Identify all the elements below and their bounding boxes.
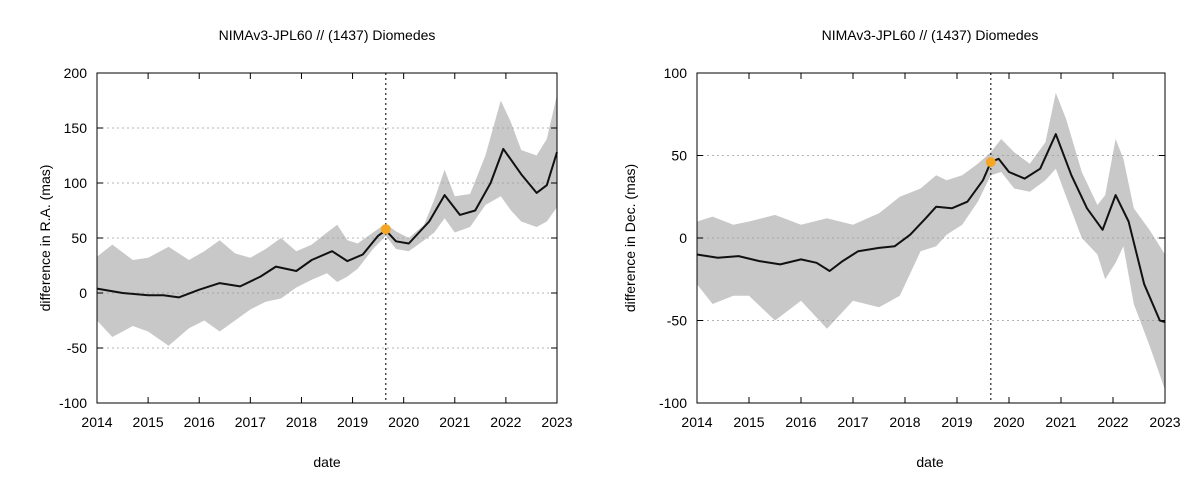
ra-plot-frame <box>96 72 558 404</box>
ra-marker-point <box>380 224 391 235</box>
dec-y-tick-label: 0 <box>679 230 687 246</box>
dec-plot-frame <box>696 72 1166 404</box>
dec-x-tick-label: 2022 <box>1097 414 1128 430</box>
ra-difference-line <box>96 147 558 299</box>
ra-difference-panel: NIMAv3-JPL60 // (1437) Diomedes date dif… <box>37 27 573 470</box>
dec-difference-line <box>696 133 1166 324</box>
dec-y-tick-label: -50 <box>667 313 687 329</box>
dec-x-tick-label: 2015 <box>733 414 764 430</box>
dec-y-tick-label: -100 <box>659 395 687 411</box>
ra-x-tick-label: 2020 <box>388 414 419 430</box>
ra-y-tick-label: -50 <box>67 340 87 356</box>
ra-y-tick-label: -100 <box>59 395 87 411</box>
ra-y-tick-label: 100 <box>64 175 88 191</box>
ra-y-axis-label: difference in R.A. (mas) <box>37 165 53 312</box>
dec-x-tick-label: 2021 <box>1045 414 1076 430</box>
dec-uncertainty-band <box>697 92 1165 390</box>
dec-x-tick-label: 2017 <box>837 414 868 430</box>
ra-x-tick-label: 2018 <box>286 414 317 430</box>
dec-x-tick-label: 2020 <box>993 414 1024 430</box>
ra-y-tick-label: 150 <box>64 120 88 136</box>
ra-x-axis-label: date <box>313 454 340 470</box>
ra-x-tick-label: 2016 <box>184 414 215 430</box>
dec-x-tick-label: 2019 <box>941 414 972 430</box>
ra-y-tick-label: 200 <box>64 65 88 81</box>
ra-x-tick-label: 2022 <box>490 414 521 430</box>
ra-x-tick-label: 2017 <box>235 414 266 430</box>
dec-x-tick-label: 2018 <box>889 414 920 430</box>
ra-x-tick-label: 2021 <box>439 414 470 430</box>
dec-y-tick-label: 50 <box>671 148 687 164</box>
ra-y-tick-label: 50 <box>71 230 87 246</box>
dec-x-tick-label: 2016 <box>785 414 816 430</box>
ra-x-tick-label: 2023 <box>541 414 572 430</box>
dec-y-axis-label: difference in Dec. (mas) <box>622 164 638 312</box>
ra-y-tick-label: 0 <box>79 285 87 301</box>
dec-chart-title: NIMAv3-JPL60 // (1437) Diomedes <box>822 27 1039 43</box>
ra-x-tick-label: 2019 <box>337 414 368 430</box>
ra-x-tick-label: 2014 <box>81 414 112 430</box>
dec-x-tick-label: 2023 <box>1149 414 1180 430</box>
ra-chart-title: NIMAv3-JPL60 // (1437) Diomedes <box>219 27 436 43</box>
dec-difference-panel: NIMAv3-JPL60 // (1437) Diomedes date dif… <box>622 27 1181 470</box>
dec-x-axis-label: date <box>916 454 943 470</box>
dec-x-tick-label: 2014 <box>681 414 712 430</box>
ra-x-tick-label: 2015 <box>133 414 164 430</box>
dec-y-tick-label: 100 <box>664 65 688 81</box>
ra-uncertainty-band <box>97 95 557 346</box>
dec-marker-point <box>985 157 996 168</box>
